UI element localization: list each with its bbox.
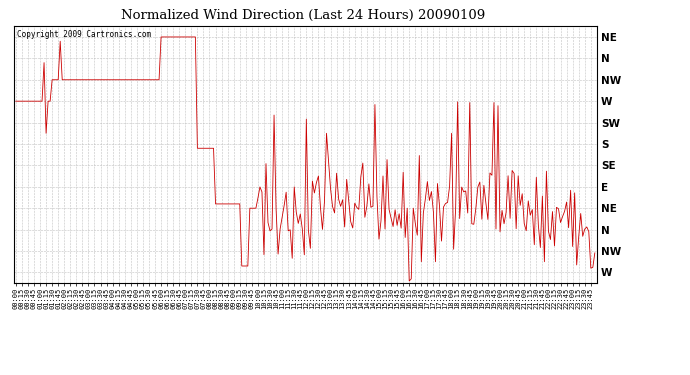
Text: Normalized Wind Direction (Last 24 Hours) 20090109: Normalized Wind Direction (Last 24 Hours… bbox=[121, 9, 486, 22]
Text: Copyright 2009 Cartronics.com: Copyright 2009 Cartronics.com bbox=[17, 30, 151, 39]
